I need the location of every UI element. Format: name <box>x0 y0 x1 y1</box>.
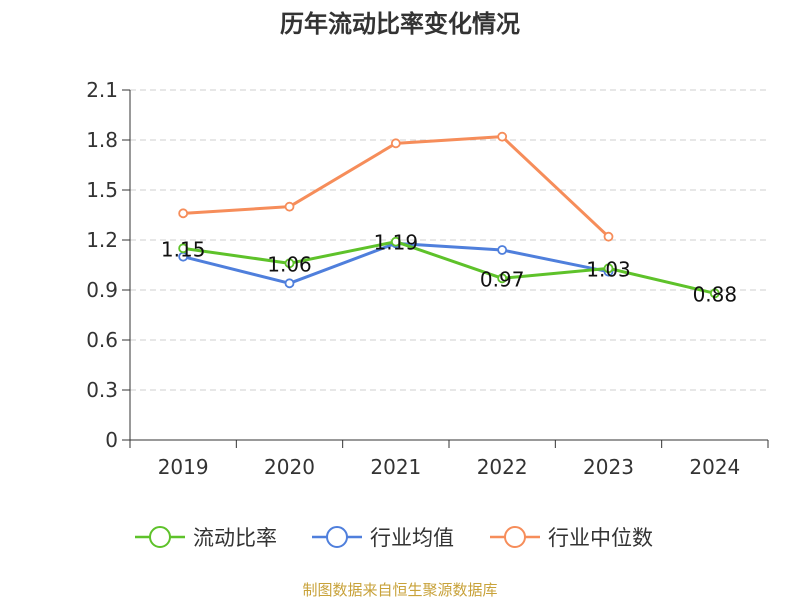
y-tick-label: 2.1 <box>86 78 118 102</box>
legend: 流动比率 行业均值 行业中位数 <box>135 526 653 550</box>
series-point <box>178 208 189 219</box>
series-point <box>497 131 508 142</box>
y-tick-label: 0.3 <box>86 378 118 402</box>
data-label: 1.19 <box>374 231 419 255</box>
series-point <box>709 288 720 299</box>
legend-label: 行业中位数 <box>548 526 653 550</box>
data-label: 0.97 <box>480 267 525 291</box>
legend-label: 行业均值 <box>370 526 454 550</box>
series-point <box>497 245 508 255</box>
data-label: 1.03 <box>586 257 631 281</box>
x-tick-label: 2021 <box>370 455 421 479</box>
series-point <box>178 243 189 254</box>
y-tick-label: 0.6 <box>86 328 118 352</box>
y-tick-label: 1.8 <box>86 128 118 152</box>
y-tick-label: 0.9 <box>86 278 118 302</box>
grid-lines <box>130 89 768 391</box>
series-point <box>284 278 295 289</box>
axes: 0 0.3 0.6 0.9 1.2 1.5 1.8 2.1 2019 2020 2021 2022 20… <box>86 78 769 479</box>
x-tick-label: 2019 <box>158 455 209 479</box>
series-point <box>390 236 401 247</box>
source-note: 制图数据来自恒生聚源数据库 <box>302 581 497 599</box>
data-label: 1.06 <box>267 252 312 276</box>
data-labels: 1.15 1.06 1.19 0.97 1.03 0.88 <box>161 231 737 307</box>
series-line <box>182 240 716 295</box>
legend-label: 流动比率 <box>193 526 277 550</box>
series-point <box>284 201 295 212</box>
x-tick-label: 2024 <box>689 455 740 479</box>
legend-marker <box>149 526 171 548</box>
x-tick-label: 2022 <box>477 455 528 479</box>
y-tick-label: 1.5 <box>86 178 118 202</box>
series-point <box>603 231 614 242</box>
series-point <box>390 138 401 149</box>
y-tick-label: 1.2 <box>86 228 118 252</box>
legend-marker <box>504 526 526 548</box>
series-point <box>603 263 614 274</box>
series-point <box>497 273 508 284</box>
chart-title: 历年流动比率变化情况 <box>280 10 520 38</box>
x-tick-label: 2020 <box>264 455 315 479</box>
series-point <box>284 258 295 269</box>
x-tick-label: 2023 <box>583 455 634 479</box>
data-label: 1.15 <box>161 237 206 261</box>
legend-marker <box>326 526 348 548</box>
data-label: 0.88 <box>693 282 738 306</box>
series-line <box>183 135 610 238</box>
series-group <box>178 131 720 299</box>
y-tick-label: 0 <box>105 428 118 452</box>
